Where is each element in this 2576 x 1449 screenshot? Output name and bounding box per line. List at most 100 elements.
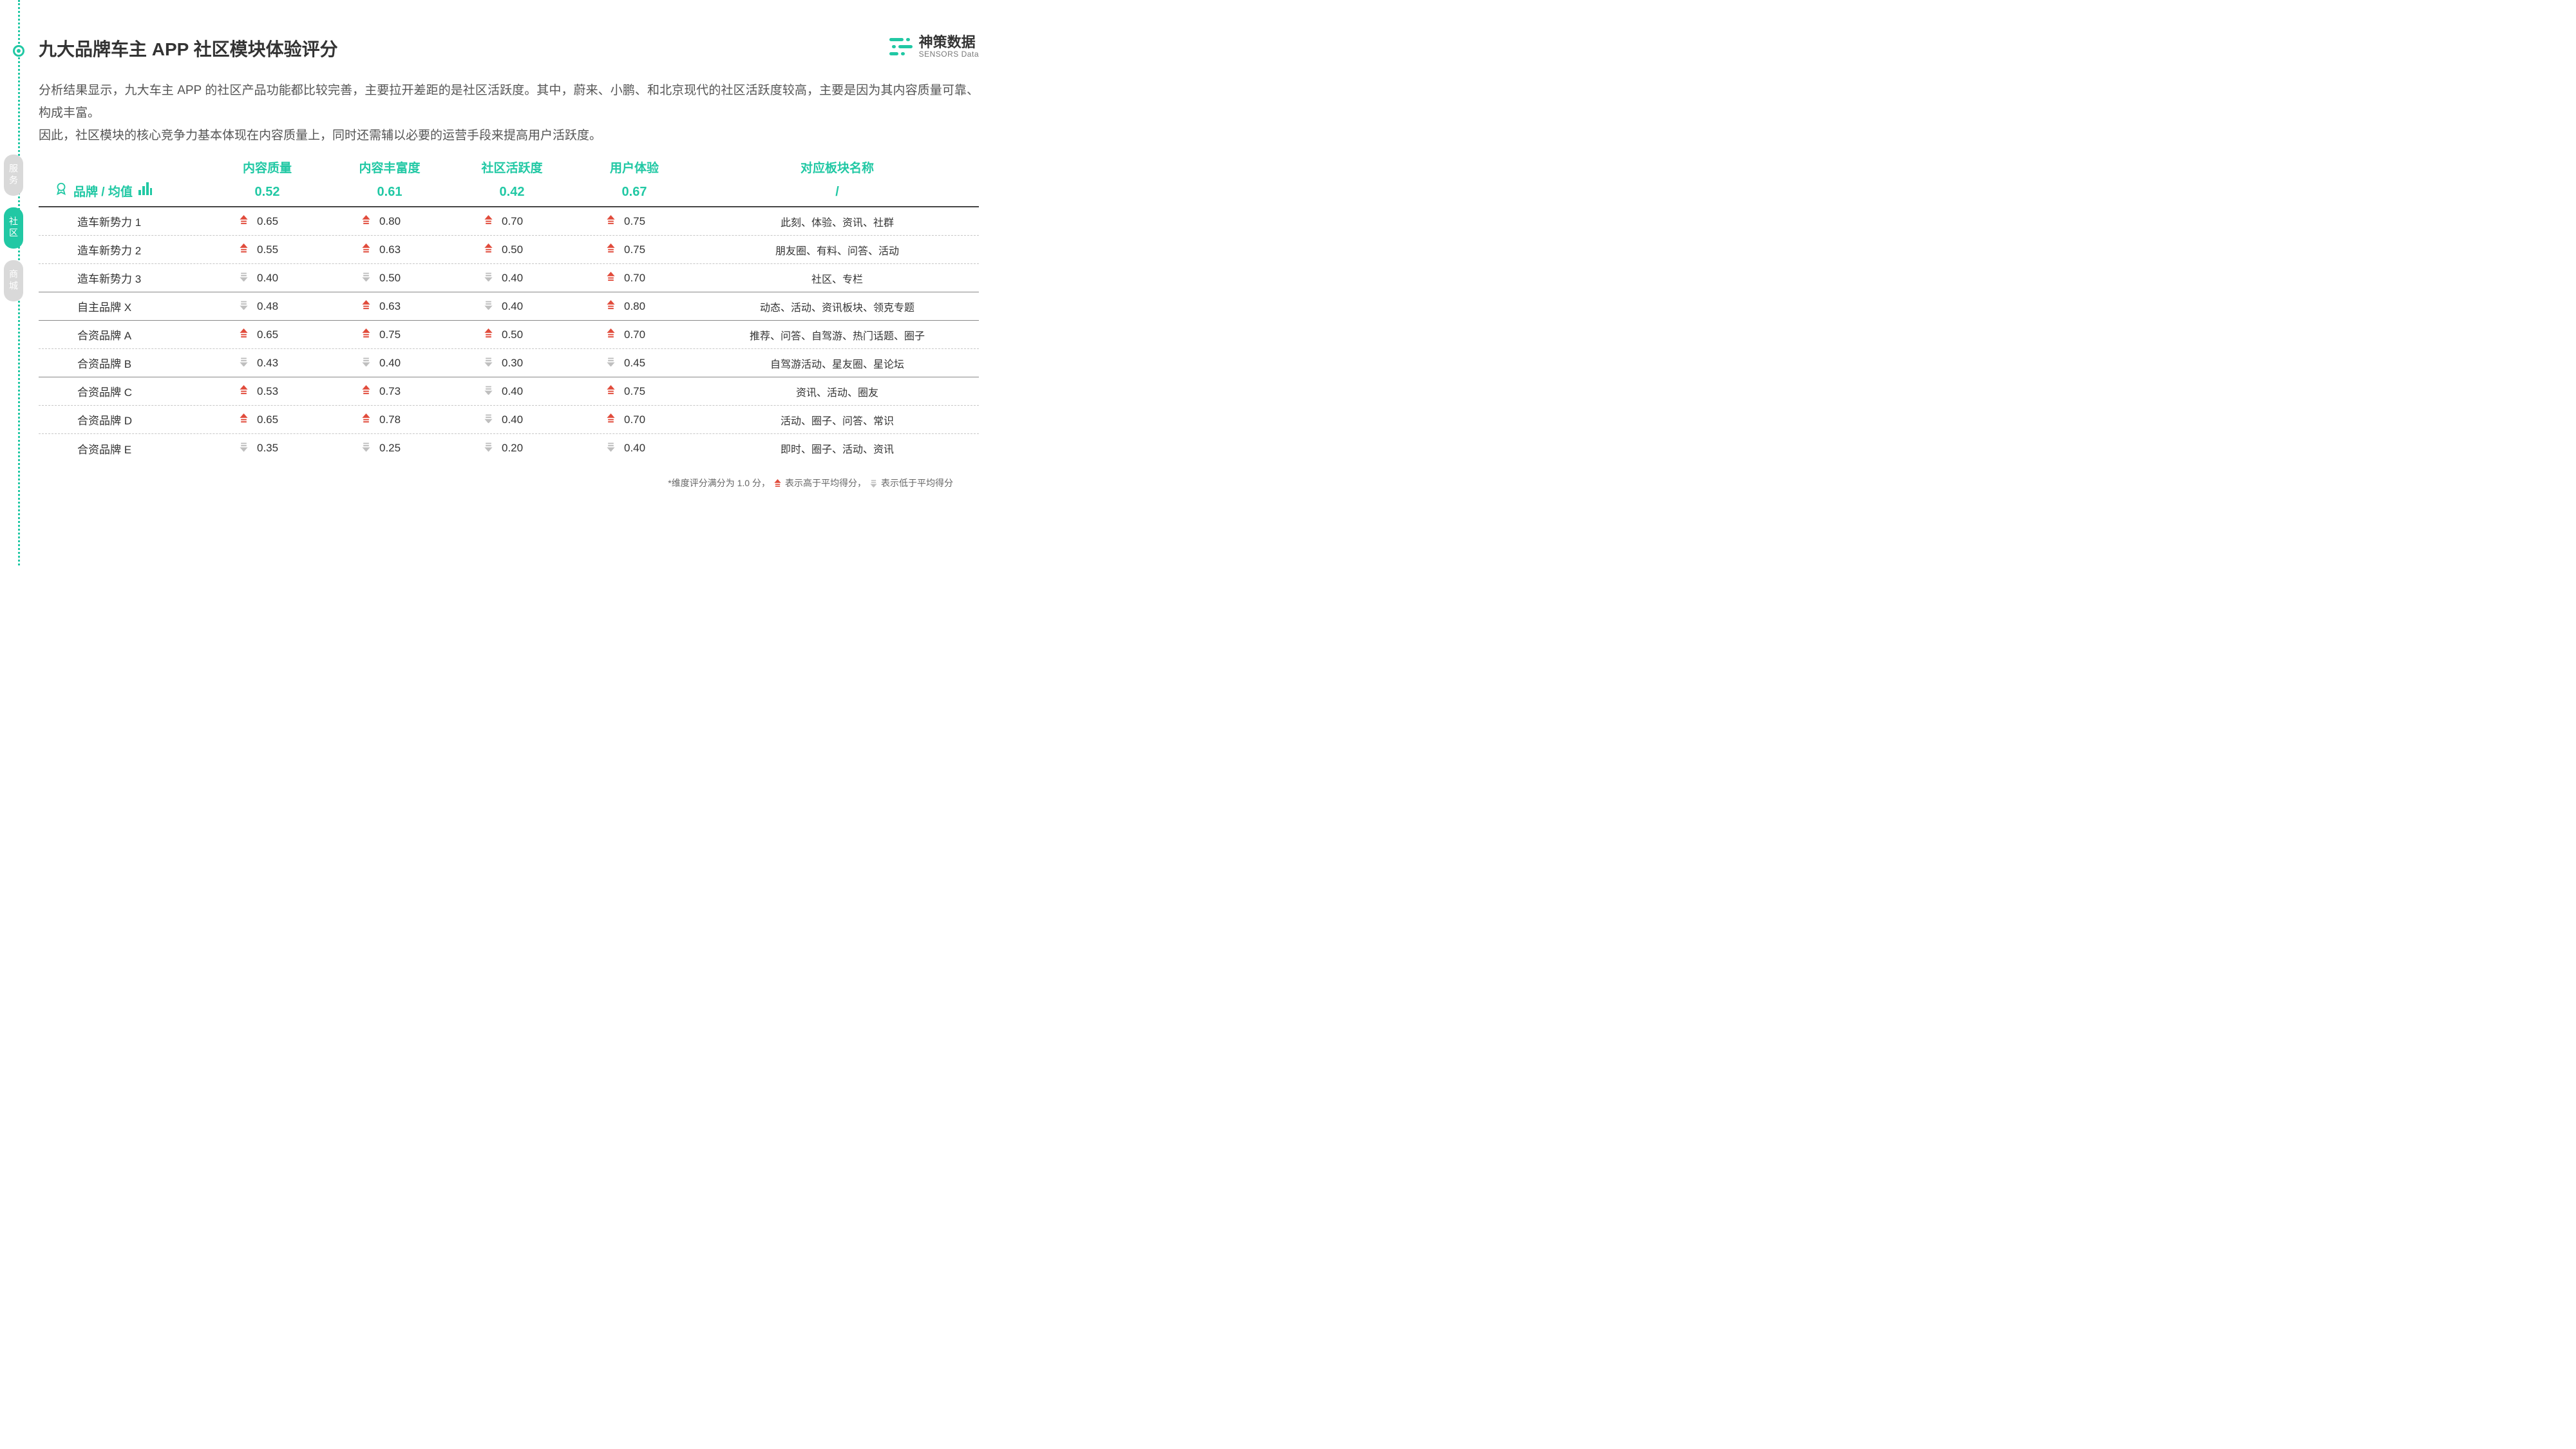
cell-value: 0.40 <box>206 272 328 285</box>
arrow-down-icon <box>362 357 370 370</box>
cell-section: 资讯、活动、圈友 <box>696 384 979 399</box>
cell-value: 0.40 <box>328 357 451 370</box>
arrow-down-icon <box>240 357 248 370</box>
col-metric-header: 社区活跃度 0.42 <box>451 158 573 200</box>
arrow-down-icon <box>362 442 370 455</box>
col-section-header: 对应板块名称 / <box>696 158 979 200</box>
cell-value: 0.30 <box>451 357 573 370</box>
arrow-up-icon <box>240 328 248 342</box>
arrow-up-icon <box>607 272 615 285</box>
table-row: 造车新势力 2 0.55 0.63 0.50 <box>39 236 979 264</box>
cell-value: 0.63 <box>328 300 451 314</box>
table-row: 合资品牌 D 0.65 0.78 0.40 <box>39 406 979 434</box>
arrow-up-icon <box>240 243 248 257</box>
arrow-up-icon <box>484 243 493 257</box>
cell-value: 0.45 <box>573 357 696 370</box>
cell-value: 0.75 <box>328 328 451 342</box>
cell-section: 自驾游活动、星友圈、星论坛 <box>696 355 979 371</box>
cell-section: 朋友圈、有料、问答、活动 <box>696 242 979 258</box>
table-row: 合资品牌 E 0.35 0.25 0.20 <box>39 434 979 462</box>
cell-section: 动态、活动、资讯板块、领克专题 <box>696 299 979 314</box>
arrow-up-icon <box>240 385 248 399</box>
cell-value: 0.75 <box>573 215 696 229</box>
cell-section: 此刻、体验、资讯、社群 <box>696 214 979 229</box>
arrow-down-icon <box>484 442 493 455</box>
badge-icon <box>54 182 68 200</box>
bars-icon <box>138 182 152 199</box>
cell-value: 0.70 <box>573 272 696 285</box>
arrow-up-icon <box>774 479 781 488</box>
arrow-down-icon <box>484 300 493 314</box>
title-bullet-icon <box>13 45 24 57</box>
logo-text-en: SENSORS Data <box>919 50 979 59</box>
arrow-up-icon <box>607 385 615 399</box>
arrow-down-icon <box>484 272 493 285</box>
table-row: 合资品牌 B 0.43 0.40 0.30 <box>39 349 979 377</box>
brand-logo: 神策数据 SENSORS Data <box>889 35 979 59</box>
arrow-up-icon <box>362 328 370 342</box>
cell-value: 0.25 <box>328 442 451 455</box>
cell-value: 0.50 <box>328 272 451 285</box>
arrow-up-icon <box>362 385 370 399</box>
arrow-down-icon <box>240 300 248 314</box>
cell-value: 0.20 <box>451 442 573 455</box>
table-row: 自主品牌 X 0.48 0.63 0.40 <box>39 292 979 321</box>
cell-section: 社区、专栏 <box>696 270 979 286</box>
cell-value: 0.40 <box>451 413 573 427</box>
cell-value: 0.43 <box>206 357 328 370</box>
cell-value: 0.70 <box>573 413 696 427</box>
cell-brand: 造车新势力 1 <box>39 213 206 229</box>
col-metric-header: 内容丰富度 0.61 <box>328 158 451 200</box>
side-tab[interactable]: 商城 <box>4 260 23 301</box>
arrow-down-icon <box>484 357 493 370</box>
cell-brand: 合资品牌 E <box>39 440 206 457</box>
arrow-down-icon <box>484 413 493 427</box>
arrow-down-icon <box>362 272 370 285</box>
cell-value: 0.53 <box>206 385 328 399</box>
cell-value: 0.70 <box>573 328 696 342</box>
arrow-up-icon <box>607 328 615 342</box>
cell-brand: 合资品牌 A <box>39 327 206 343</box>
cell-value: 0.75 <box>573 243 696 257</box>
sensors-logo-icon <box>889 37 913 57</box>
cell-brand: 合资品牌 D <box>39 412 206 428</box>
side-tab[interactable]: 服务 <box>4 155 23 196</box>
arrow-up-icon <box>484 328 493 342</box>
cell-value: 0.40 <box>451 300 573 314</box>
side-tab[interactable]: 社区 <box>4 207 23 249</box>
description-line-1: 分析结果显示，九大车主 APP 的社区产品功能都比较完善，主要拉开差距的是社区活… <box>39 79 979 124</box>
cell-brand: 造车新势力 3 <box>39 270 206 286</box>
cell-value: 0.63 <box>328 243 451 257</box>
score-table: 品牌 / 均值 内容质量 0.52 内容丰富度 0.61 社区活跃度 0.42 … <box>39 158 979 462</box>
arrow-down-icon <box>607 442 615 455</box>
arrow-up-icon <box>607 243 615 257</box>
table-row: 造车新势力 3 0.40 0.50 0.40 <box>39 264 979 292</box>
cell-value: 0.40 <box>573 442 696 455</box>
cell-value: 0.80 <box>328 215 451 229</box>
table-row: 合资品牌 A 0.65 0.75 0.50 <box>39 321 979 349</box>
cell-value: 0.40 <box>451 385 573 399</box>
cell-brand: 合资品牌 C <box>39 383 206 399</box>
table-row: 合资品牌 C 0.53 0.73 0.40 <box>39 377 979 406</box>
arrow-up-icon <box>607 413 615 427</box>
table-row: 造车新势力 1 0.65 0.80 0.70 <box>39 207 979 236</box>
arrow-up-icon <box>362 243 370 257</box>
logo-text-zh: 神策数据 <box>919 35 979 50</box>
cell-value: 0.40 <box>451 272 573 285</box>
cell-section: 活动、圈子、问答、常识 <box>696 412 979 428</box>
arrow-up-icon <box>484 215 493 229</box>
cell-value: 0.70 <box>451 215 573 229</box>
arrow-up-icon <box>362 215 370 229</box>
col-brand-header: 品牌 / 均值 <box>39 164 206 200</box>
cell-value: 0.78 <box>328 413 451 427</box>
cell-brand: 造车新势力 2 <box>39 242 206 258</box>
arrow-up-icon <box>362 300 370 314</box>
cell-value: 0.65 <box>206 215 328 229</box>
footnote: *维度评分满分为 1.0 分， 表示高于平均得分， 表示低于平均得分 <box>39 477 979 489</box>
cell-value: 0.50 <box>451 328 573 342</box>
arrow-down-icon <box>240 272 248 285</box>
arrow-down-icon <box>607 357 615 370</box>
cell-brand: 自主品牌 X <box>39 298 206 314</box>
cell-value: 0.80 <box>573 300 696 314</box>
arrow-up-icon <box>240 215 248 229</box>
